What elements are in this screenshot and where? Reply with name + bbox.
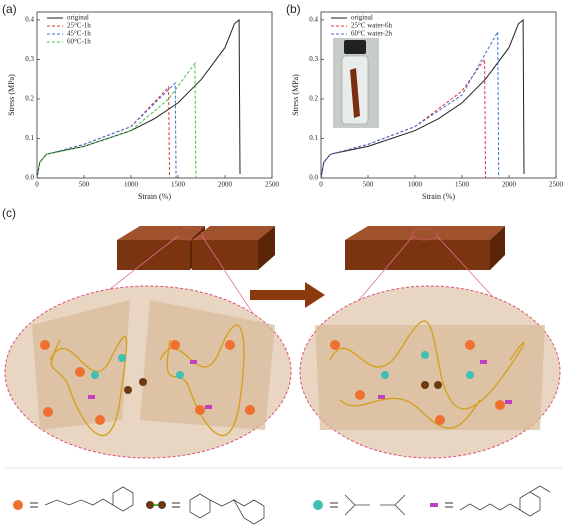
x-axis-title: Strain (%)	[422, 192, 455, 201]
urethane-groups	[88, 360, 512, 409]
x-tick-label: 1000	[124, 181, 139, 189]
block-side	[490, 226, 505, 270]
x-tick-label: 1500	[455, 181, 470, 189]
x-tick-label: 2000	[218, 181, 233, 189]
panel-label: (a)	[2, 2, 17, 16]
legend-label: 45°C-1h	[67, 30, 91, 38]
series-line	[36, 81, 177, 179]
inset-photo	[333, 38, 379, 128]
x-tick-label: 500	[363, 181, 374, 189]
y-axis-title: Stress (MPa)	[291, 74, 300, 116]
y-axis-title: Stress (MPa)	[7, 74, 16, 116]
x-tick-label: 2500	[549, 181, 564, 189]
y-tick-label: 0.3	[309, 55, 318, 63]
y-tick-label: 0.2	[25, 95, 34, 103]
x-tick-label: 0	[319, 181, 323, 189]
series-line	[36, 18, 241, 179]
series-line	[36, 85, 170, 179]
legend-label: 25°C-1h	[67, 22, 91, 30]
y-tick-label: 0.0	[309, 174, 318, 182]
diagram	[4, 226, 562, 525]
catechol-groups	[40, 340, 505, 425]
disulfide-groups	[124, 378, 442, 394]
block-front	[345, 240, 490, 270]
legend-label: original	[351, 14, 373, 22]
x-tick-label: 500	[79, 181, 90, 189]
healed-block	[315, 325, 545, 430]
fragment	[32, 300, 130, 430]
plot-frame	[320, 11, 557, 179]
block-front	[192, 240, 258, 270]
block-side	[258, 226, 275, 270]
panel-label: (b)	[286, 2, 301, 16]
hydrogen-bond-groups	[91, 351, 474, 379]
legend-label: 60°C-1h	[67, 38, 91, 46]
y-tick-label: 0.4	[309, 16, 318, 24]
fragment	[140, 300, 275, 430]
x-tick-label: 0	[35, 181, 39, 189]
block-top	[345, 226, 505, 240]
legend-label: 60°C water-2h	[351, 30, 392, 38]
series-line	[320, 29, 500, 179]
series-line	[320, 18, 525, 179]
legend-label: original	[67, 14, 89, 22]
y-tick-label: 0.1	[309, 134, 318, 142]
block-top	[192, 226, 275, 240]
x-tick-label: 2000	[502, 181, 517, 189]
y-tick-label: 0.3	[25, 55, 34, 63]
y-tick-label: 0.2	[309, 95, 318, 103]
plot-frame	[36, 11, 273, 179]
x-tick-label: 1500	[171, 181, 186, 189]
y-tick-label: 0.1	[25, 134, 34, 142]
arrow	[250, 282, 325, 308]
y-tick-label: 0.4	[25, 16, 34, 24]
series-line	[36, 61, 197, 179]
zoom-circle	[177, 227, 203, 241]
legend-key	[13, 485, 551, 525]
x-tick-label: 1000	[408, 181, 423, 189]
x-axis-title: Strain (%)	[138, 192, 171, 201]
x-tick-label: 2500	[265, 181, 280, 189]
y-tick-label: 0.0	[25, 174, 34, 182]
zoom-circle	[412, 227, 438, 241]
legend-label: 25°C water-6h	[351, 22, 392, 30]
panel-label: (c)	[2, 206, 16, 220]
